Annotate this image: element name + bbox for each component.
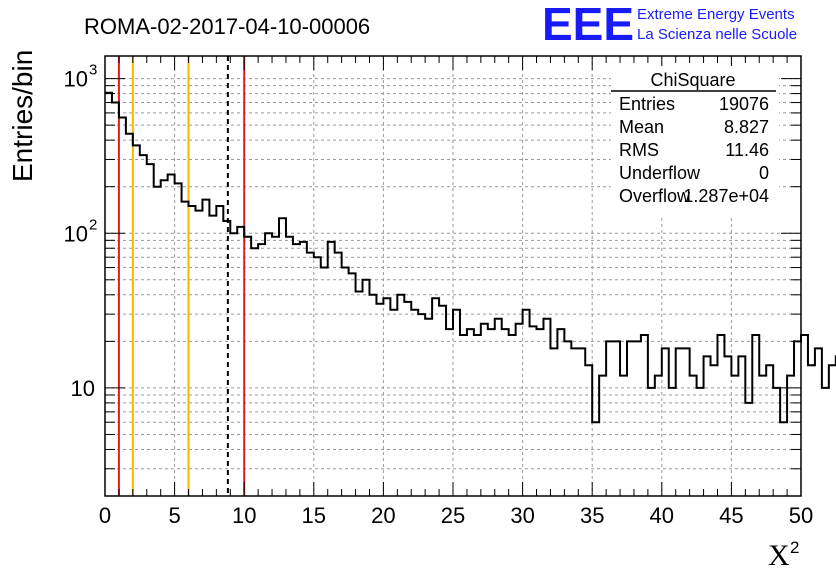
y-tick-exponent: 2	[89, 216, 97, 233]
y-axis-title: Entries/bin	[7, 50, 38, 182]
logo-line-2: La Scienza nelle Scuole	[637, 26, 797, 43]
stats-box: ChiSquare Entries 19076 Mean 8.827 RMS 1…	[611, 66, 779, 216]
logo-line-1: Extreme Energy Events	[637, 6, 795, 23]
stats-label-overflow: Overflow	[619, 186, 691, 206]
x-tick-label: 10	[232, 503, 256, 528]
x-tick-label: 35	[580, 503, 604, 528]
x-tick-label: 5	[168, 503, 180, 528]
x-tick-label: 0	[99, 503, 111, 528]
x-tick-label: 15	[302, 503, 326, 528]
stats-box-name: ChiSquare	[650, 70, 735, 90]
stats-value-entries: 19076	[719, 94, 769, 114]
x-tick-label: 45	[719, 503, 743, 528]
y-tick-label: 10	[64, 67, 88, 92]
stats-label-underflow: Underflow	[619, 163, 701, 183]
y-tick-label: 10	[64, 221, 88, 246]
stats-value-overflow: 1.287e+04	[683, 186, 769, 206]
histogram	[105, 91, 836, 424]
x-axis-title-main: X	[768, 539, 790, 572]
stats-value-underflow: 0	[759, 163, 769, 183]
stats-label-entries: Entries	[619, 94, 675, 114]
eee-logo: EEE Extreme Energy Events La Scienza nel…	[542, 0, 797, 50]
x-axis-title: X 2	[768, 538, 799, 572]
x-axis-ticks: 0 5 10 15 20 25 30 35 40 45 50	[99, 56, 813, 528]
chart-title: ROMA-02-2017-04-10-00006	[84, 14, 370, 39]
y-tick-exponent: 3	[89, 62, 97, 79]
x-tick-label: 20	[371, 503, 395, 528]
x-tick-label: 30	[510, 503, 534, 528]
threshold-lines	[117, 56, 246, 496]
grid	[105, 56, 801, 497]
x-tick-label: 50	[789, 503, 813, 528]
histogram-step-line	[105, 91, 836, 424]
y-tick-label: 10	[71, 376, 95, 401]
x-tick-label: 25	[441, 503, 465, 528]
stats-value-mean: 8.827	[724, 117, 769, 137]
x-tick-label: 40	[650, 503, 674, 528]
x-axis-title-sup: 2	[790, 538, 799, 557]
logo-acronym: EEE	[542, 0, 634, 50]
stats-label-mean: Mean	[619, 117, 664, 137]
stats-label-rms: RMS	[619, 140, 659, 160]
stats-value-rms: 11.46	[725, 140, 769, 160]
